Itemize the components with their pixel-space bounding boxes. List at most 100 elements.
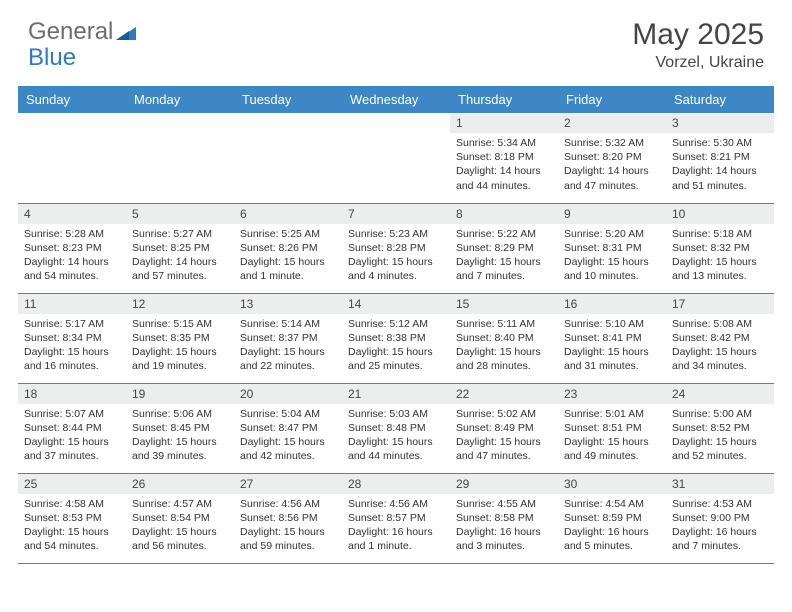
daylight-text: Daylight: 15 hours and 52 minutes. (672, 435, 768, 463)
day-data: Sunrise: 4:55 AMSunset: 8:58 PMDaylight:… (450, 494, 558, 557)
calendar-day-cell: 17Sunrise: 5:08 AMSunset: 8:42 PMDayligh… (666, 293, 774, 383)
daylight-text: Daylight: 16 hours and 7 minutes. (672, 525, 768, 553)
weekday-header: Tuesday (234, 86, 342, 113)
calendar-day-cell: 19Sunrise: 5:06 AMSunset: 8:45 PMDayligh… (126, 383, 234, 473)
sunset-text: Sunset: 8:58 PM (456, 511, 552, 525)
day-number: 21 (342, 384, 450, 404)
sunset-text: Sunset: 8:40 PM (456, 331, 552, 345)
day-data: Sunrise: 5:34 AMSunset: 8:18 PMDaylight:… (450, 133, 558, 196)
day-data: Sunrise: 5:11 AMSunset: 8:40 PMDaylight:… (450, 314, 558, 377)
day-number: 12 (126, 294, 234, 314)
day-number: 28 (342, 474, 450, 494)
day-number: 17 (666, 294, 774, 314)
sunrise-text: Sunrise: 5:15 AM (132, 317, 228, 331)
calendar-day-cell: 21Sunrise: 5:03 AMSunset: 8:48 PMDayligh… (342, 383, 450, 473)
sunset-text: Sunset: 8:20 PM (564, 150, 660, 164)
calendar-body: 1Sunrise: 5:34 AMSunset: 8:18 PMDaylight… (18, 113, 774, 563)
day-data: Sunrise: 5:20 AMSunset: 8:31 PMDaylight:… (558, 224, 666, 287)
day-data: Sunrise: 5:02 AMSunset: 8:49 PMDaylight:… (450, 404, 558, 467)
day-number: 16 (558, 294, 666, 314)
sunrise-text: Sunrise: 5:18 AM (672, 227, 768, 241)
weekday-header: Saturday (666, 86, 774, 113)
calendar-day-cell: 22Sunrise: 5:02 AMSunset: 8:49 PMDayligh… (450, 383, 558, 473)
calendar-day-cell: 20Sunrise: 5:04 AMSunset: 8:47 PMDayligh… (234, 383, 342, 473)
day-data: Sunrise: 4:56 AMSunset: 8:56 PMDaylight:… (234, 494, 342, 557)
day-number: 14 (342, 294, 450, 314)
calendar-week-row: 25Sunrise: 4:58 AMSunset: 8:53 PMDayligh… (18, 473, 774, 563)
calendar-day-cell: 7Sunrise: 5:23 AMSunset: 8:28 PMDaylight… (342, 203, 450, 293)
sunset-text: Sunset: 8:25 PM (132, 241, 228, 255)
daylight-text: Daylight: 15 hours and 34 minutes. (672, 345, 768, 373)
calendar-day-cell: 1Sunrise: 5:34 AMSunset: 8:18 PMDaylight… (450, 113, 558, 203)
calendar-day-cell: 3Sunrise: 5:30 AMSunset: 8:21 PMDaylight… (666, 113, 774, 203)
daylight-text: Daylight: 14 hours and 44 minutes. (456, 164, 552, 192)
day-data: Sunrise: 5:12 AMSunset: 8:38 PMDaylight:… (342, 314, 450, 377)
sunrise-text: Sunrise: 5:23 AM (348, 227, 444, 241)
sunset-text: Sunset: 8:49 PM (456, 421, 552, 435)
weekday-header: Sunday (18, 86, 126, 113)
daylight-text: Daylight: 15 hours and 31 minutes. (564, 345, 660, 373)
day-number: 22 (450, 384, 558, 404)
daylight-text: Daylight: 15 hours and 25 minutes. (348, 345, 444, 373)
weekday-header: Friday (558, 86, 666, 113)
sunrise-text: Sunrise: 4:55 AM (456, 497, 552, 511)
sunset-text: Sunset: 8:51 PM (564, 421, 660, 435)
sunset-text: Sunset: 8:45 PM (132, 421, 228, 435)
day-data: Sunrise: 5:32 AMSunset: 8:20 PMDaylight:… (558, 133, 666, 196)
calendar-day-cell: 24Sunrise: 5:00 AMSunset: 8:52 PMDayligh… (666, 383, 774, 473)
calendar-day-cell: 14Sunrise: 5:12 AMSunset: 8:38 PMDayligh… (342, 293, 450, 383)
calendar-day-cell: 18Sunrise: 5:07 AMSunset: 8:44 PMDayligh… (18, 383, 126, 473)
calendar-empty-cell (234, 113, 342, 203)
day-data: Sunrise: 5:06 AMSunset: 8:45 PMDaylight:… (126, 404, 234, 467)
day-number: 18 (18, 384, 126, 404)
sunset-text: Sunset: 8:52 PM (672, 421, 768, 435)
day-number: 1 (450, 113, 558, 133)
daylight-text: Daylight: 15 hours and 56 minutes. (132, 525, 228, 553)
day-data: Sunrise: 5:17 AMSunset: 8:34 PMDaylight:… (18, 314, 126, 377)
day-data: Sunrise: 5:00 AMSunset: 8:52 PMDaylight:… (666, 404, 774, 467)
day-data: Sunrise: 5:23 AMSunset: 8:28 PMDaylight:… (342, 224, 450, 287)
sunset-text: Sunset: 8:21 PM (672, 150, 768, 164)
day-number: 30 (558, 474, 666, 494)
sunrise-text: Sunrise: 4:57 AM (132, 497, 228, 511)
sunset-text: Sunset: 8:53 PM (24, 511, 120, 525)
page-title: May 2025 (632, 18, 764, 52)
calendar-day-cell: 27Sunrise: 4:56 AMSunset: 8:56 PMDayligh… (234, 473, 342, 563)
daylight-text: Daylight: 15 hours and 44 minutes. (348, 435, 444, 463)
day-number: 7 (342, 204, 450, 224)
day-number: 2 (558, 113, 666, 133)
day-data: Sunrise: 5:25 AMSunset: 8:26 PMDaylight:… (234, 224, 342, 287)
daylight-text: Daylight: 15 hours and 16 minutes. (24, 345, 120, 373)
sunrise-text: Sunrise: 5:08 AM (672, 317, 768, 331)
sunset-text: Sunset: 8:28 PM (348, 241, 444, 255)
daylight-text: Daylight: 15 hours and 28 minutes. (456, 345, 552, 373)
sunrise-text: Sunrise: 5:28 AM (24, 227, 120, 241)
sunrise-text: Sunrise: 5:32 AM (564, 136, 660, 150)
sunrise-text: Sunrise: 4:56 AM (240, 497, 336, 511)
sunset-text: Sunset: 8:32 PM (672, 241, 768, 255)
calendar-empty-cell (126, 113, 234, 203)
sunrise-text: Sunrise: 5:30 AM (672, 136, 768, 150)
sunrise-text: Sunrise: 4:54 AM (564, 497, 660, 511)
daylight-text: Daylight: 15 hours and 22 minutes. (240, 345, 336, 373)
day-data: Sunrise: 5:18 AMSunset: 8:32 PMDaylight:… (666, 224, 774, 287)
day-number: 27 (234, 474, 342, 494)
daylight-text: Daylight: 16 hours and 5 minutes. (564, 525, 660, 553)
calendar-day-cell: 5Sunrise: 5:27 AMSunset: 8:25 PMDaylight… (126, 203, 234, 293)
day-number: 9 (558, 204, 666, 224)
day-data: Sunrise: 5:03 AMSunset: 8:48 PMDaylight:… (342, 404, 450, 467)
sunset-text: Sunset: 8:56 PM (240, 511, 336, 525)
daylight-text: Daylight: 14 hours and 54 minutes. (24, 255, 120, 283)
sunset-text: Sunset: 8:47 PM (240, 421, 336, 435)
sunrise-text: Sunrise: 4:58 AM (24, 497, 120, 511)
calendar-day-cell: 26Sunrise: 4:57 AMSunset: 8:54 PMDayligh… (126, 473, 234, 563)
daylight-text: Daylight: 14 hours and 51 minutes. (672, 164, 768, 192)
day-data: Sunrise: 4:53 AMSunset: 9:00 PMDaylight:… (666, 494, 774, 557)
logo: General (28, 18, 138, 46)
weekday-header: Thursday (450, 86, 558, 113)
sunrise-text: Sunrise: 4:53 AM (672, 497, 768, 511)
day-number: 23 (558, 384, 666, 404)
calendar-day-cell: 11Sunrise: 5:17 AMSunset: 8:34 PMDayligh… (18, 293, 126, 383)
sunrise-text: Sunrise: 5:07 AM (24, 407, 120, 421)
calendar-empty-cell (342, 113, 450, 203)
